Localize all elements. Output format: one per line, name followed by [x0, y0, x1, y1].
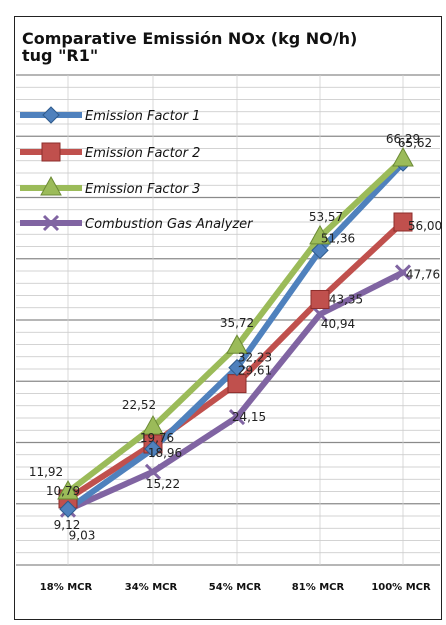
series-marker-square [41, 142, 61, 162]
data-label: 66,29 [386, 132, 420, 146]
legend-label: Emission Factor 3 [85, 182, 200, 197]
data-label: 43,35 [329, 292, 363, 306]
series-marker-x [394, 264, 412, 281]
data-label: 65,62 [398, 136, 432, 150]
series-marker-x [311, 306, 329, 323]
series-marker-triangle [57, 479, 79, 500]
data-label: 24,15 [232, 410, 266, 424]
series-marker-diamond [42, 106, 60, 124]
data-label: 32,23 [238, 351, 272, 365]
series-marker-diamond [59, 500, 77, 518]
series-marker-diamond [144, 440, 162, 458]
data-label: 29,61 [238, 364, 272, 378]
data-label: 35,72 [220, 316, 254, 330]
series-marker-x [42, 214, 60, 232]
series-marker-diamond [311, 241, 329, 260]
data-label: 53,57 [309, 210, 343, 224]
series-marker-x [144, 463, 162, 480]
data-label: 11,92 [29, 465, 63, 479]
series-marker-diamond [228, 358, 246, 377]
series-marker-square [393, 212, 413, 232]
legend-label: Emission Factor 1 [85, 109, 200, 124]
data-label: 51,36 [321, 231, 355, 245]
series-marker-triangle [309, 224, 331, 245]
data-label: 15,22 [146, 477, 180, 491]
data-label: 18,96 [148, 446, 182, 460]
data-label: 40,94 [321, 317, 355, 331]
legend-label: Emission Factor 2 [85, 146, 200, 161]
series-marker-triangle [40, 175, 62, 196]
chart-title: Comparative Emissión NOx (kg NO/h) tug "… [22, 30, 422, 64]
data-label: 9,03 [69, 529, 96, 543]
data-label: 56,00 [408, 219, 442, 233]
series-marker-square [310, 289, 330, 309]
data-label: 47,76 [406, 267, 440, 281]
x-tick-label: 18% MCR [40, 582, 93, 593]
x-tick-label: 54% MCR [209, 582, 262, 593]
chart-title-line2: tug "R1" [22, 46, 99, 65]
data-label: 19,76 [140, 431, 174, 445]
chart-title-line1: Comparative Emissión NOx (kg NO/h) [22, 29, 358, 48]
series-marker-triangle [392, 146, 414, 167]
series-marker-triangle [226, 334, 248, 354]
series-marker-triangle [142, 415, 164, 435]
data-label: 9,12 [54, 518, 81, 532]
data-label: 10,79 [46, 484, 80, 498]
data-label: 22,52 [122, 398, 156, 412]
legend-label: Combustion Gas Analyzer [85, 217, 254, 232]
x-tick-label: 34% MCR [125, 582, 178, 593]
series-marker-x [228, 409, 246, 426]
x-tick-label: 100% MCR [371, 582, 431, 593]
chart-frame [14, 16, 442, 620]
x-tick-label: 81% MCR [292, 582, 345, 593]
